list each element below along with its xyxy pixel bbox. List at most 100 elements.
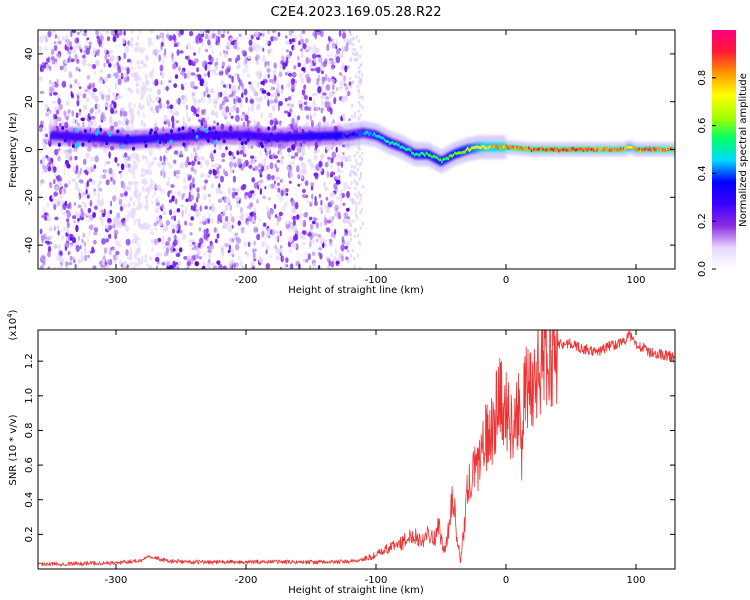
heatmap-cell	[200, 186, 204, 191]
heatmap-cell	[334, 247, 337, 256]
heatmap-cell	[147, 87, 153, 92]
heatmap-cell	[144, 222, 148, 227]
heatmap-cell	[172, 63, 177, 70]
heatmap-cell	[456, 152, 459, 156]
heatmap-cell	[115, 255, 119, 261]
heatmap-cell	[238, 33, 242, 37]
heatmap-cell	[185, 104, 189, 110]
heatmap-cell	[176, 191, 182, 196]
heatmap-cell	[273, 155, 278, 159]
heatmap-cell	[637, 148, 639, 152]
heatmap-cell	[341, 131, 345, 140]
heatmap-cell	[197, 107, 200, 113]
heatmap-cell	[129, 251, 134, 255]
heatmap-cell	[114, 95, 118, 101]
heatmap-cell	[262, 132, 265, 141]
heatmap-cell	[276, 220, 280, 226]
heatmap-cell	[99, 133, 103, 143]
heatmap-cell	[326, 53, 330, 58]
heatmap-cell	[43, 259, 46, 266]
heatmap-cell	[101, 134, 104, 143]
heatmap-cell	[76, 143, 79, 148]
heatmap-cell	[302, 132, 306, 141]
heatmap-cell	[41, 170, 45, 175]
heatmap-cell	[425, 151, 427, 155]
heatmap-cell	[268, 234, 271, 239]
heatmap-cell	[491, 144, 494, 148]
heatmap-cell	[360, 208, 364, 212]
heatmap-cell	[469, 148, 472, 151]
heatmap-cell	[333, 182, 338, 190]
heatmap-cell	[92, 265, 97, 269]
heatmap-cell	[264, 148, 267, 153]
heatmap-cell	[87, 146, 92, 152]
heatmap-cell	[361, 105, 365, 110]
heatmap-cell	[353, 228, 356, 232]
heatmap-cell	[296, 165, 300, 173]
heatmap-cell	[99, 35, 104, 42]
heatmap-cell	[296, 213, 300, 220]
heatmap-cell	[418, 153, 421, 157]
heatmap-cell	[175, 120, 180, 124]
heatmap-cell	[293, 65, 297, 70]
heatmap-cell	[173, 215, 176, 222]
heatmap-cell	[300, 107, 303, 112]
heatmap-cell	[77, 204, 82, 208]
heatmap-cell	[152, 108, 155, 115]
heatmap-cell	[159, 32, 165, 39]
heatmap-cell	[323, 242, 327, 249]
heatmap-cell	[137, 46, 142, 53]
heatmap-cell	[385, 139, 387, 143]
heatmap-cell	[607, 147, 609, 151]
heatmap-cell	[165, 85, 169, 92]
heatmap-cell	[194, 152, 198, 160]
heatmap-cell	[287, 153, 291, 158]
heatmap-cell	[324, 161, 329, 168]
x-tick-label: 0	[503, 575, 509, 586]
heatmap-cell	[82, 93, 87, 99]
heatmap-cell	[349, 32, 353, 37]
heatmap-cell	[305, 114, 310, 120]
heatmap-cell	[472, 146, 474, 149]
heatmap-cell	[215, 40, 218, 46]
heatmap-cell	[344, 134, 347, 138]
heatmap-cell	[265, 147, 271, 153]
heatmap-cell	[291, 71, 297, 78]
heatmap-cell	[118, 30, 123, 36]
heatmap-cell	[114, 156, 118, 163]
heatmap-cell	[130, 36, 134, 41]
heatmap-cell	[287, 84, 291, 89]
heatmap-cell	[332, 83, 335, 91]
heatmap-cell	[289, 171, 294, 179]
heatmap-cell	[323, 218, 328, 226]
heatmap-cell	[310, 162, 315, 169]
heatmap-cell	[177, 220, 181, 226]
heatmap-cell	[147, 162, 152, 169]
heatmap-cell	[259, 188, 263, 195]
heatmap-cell	[40, 255, 46, 261]
heatmap-cell	[307, 132, 310, 141]
heatmap-cell	[342, 202, 346, 206]
heatmap-cell	[268, 197, 271, 201]
heatmap-cell	[452, 153, 455, 157]
heatmap-cell	[172, 248, 176, 252]
heatmap-cell	[170, 215, 175, 220]
heatmap-cell	[95, 133, 98, 143]
heatmap-cell	[639, 149, 642, 153]
heatmap-cell	[140, 90, 146, 97]
heatmap-cell	[115, 224, 118, 229]
heatmap-cell	[236, 237, 242, 244]
heatmap-cell	[44, 103, 49, 110]
heatmap-cell	[193, 58, 199, 64]
heatmap-cell	[313, 201, 318, 206]
heatmap-cell	[57, 201, 61, 207]
heatmap-cell	[236, 73, 240, 81]
heatmap-cell	[105, 238, 109, 243]
heatmap-cell	[96, 103, 101, 110]
heatmap-cell	[229, 263, 232, 269]
heatmap-cell	[230, 248, 235, 254]
heatmap-cell	[351, 248, 354, 253]
heatmap-cell	[341, 236, 345, 243]
heatmap-cell	[253, 119, 257, 127]
heatmap-cell	[224, 149, 230, 153]
